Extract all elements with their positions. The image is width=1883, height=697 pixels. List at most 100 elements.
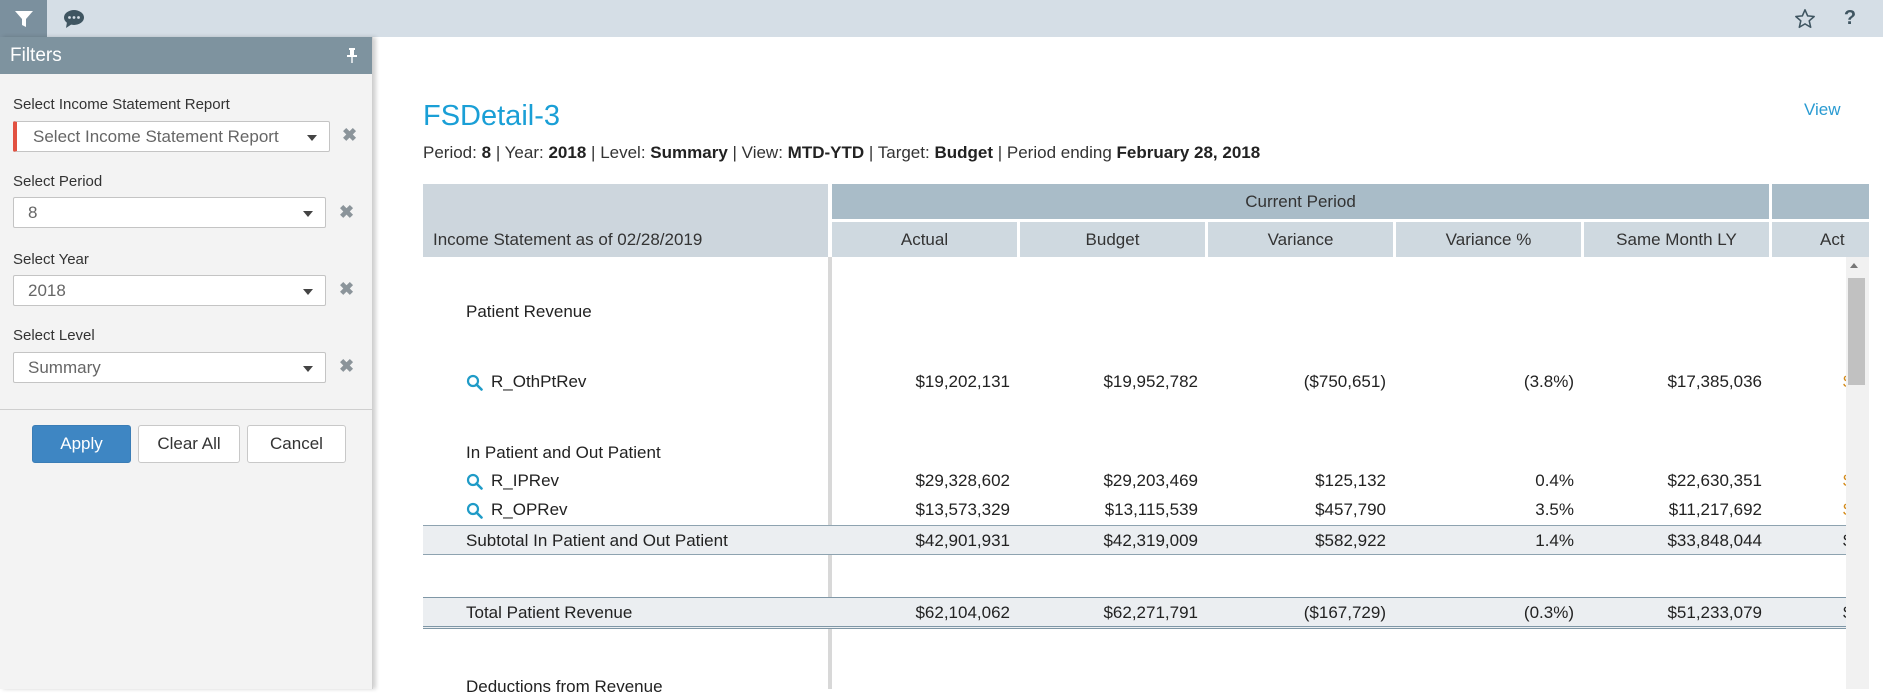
separator: | <box>868 143 874 162</box>
cell-variance-pct: 1.4% <box>1535 531 1574 550</box>
period-label: Select Period <box>13 173 103 190</box>
filters-panel: Filters Select Income Statement Report S… <box>0 37 373 689</box>
period-ending-value: February 28, 2018 <box>1116 143 1261 162</box>
filter-tab[interactable] <box>0 0 47 37</box>
level-select[interactable]: Summary <box>13 352 326 383</box>
report-subtitle: Period: 8 | Year: 2018 | Level: Summary … <box>423 143 1260 163</box>
cell-budget: $62,271,791 <box>1103 603 1198 622</box>
cancel-button[interactable]: Cancel <box>247 425 346 463</box>
current-period-header: Current Period <box>832 184 1769 219</box>
cell-variance-pct: 0.4% <box>1535 471 1574 490</box>
row-label: Total Patient Revenue <box>466 603 633 622</box>
section-patient-revenue: Patient Revenue <box>466 302 592 321</box>
period-caption: Period: <box>423 143 477 162</box>
cell-same-month-ly: $51,233,079 <box>1667 603 1762 622</box>
cell-variance: $582,922 <box>1315 531 1386 550</box>
target-value: Budget <box>934 143 993 162</box>
clear-period-icon[interactable]: ✖ <box>339 202 355 222</box>
clear-income-statement-icon[interactable]: ✖ <box>342 125 358 145</box>
target-caption: Target: <box>877 143 930 162</box>
income-statement-select[interactable]: Select Income Statement Report <box>13 121 330 152</box>
year-label: Select Year <box>13 251 89 268</box>
cell-budget: $29,203,469 <box>1103 471 1198 490</box>
chat-icon <box>63 9 84 28</box>
year-value: 2018 <box>548 143 587 162</box>
column-divider <box>828 257 832 689</box>
cell-actual: $62,104,062 <box>915 603 1010 622</box>
scrollbar-thumb[interactable] <box>1848 278 1865 385</box>
help-button[interactable]: ? <box>1830 0 1870 37</box>
row-label: R_OthPtRev <box>491 372 587 391</box>
cell-truncated: $ <box>1843 603 1846 623</box>
clear-all-button[interactable]: Clear All <box>138 425 240 463</box>
total-row: Total Patient Revenue $62,104,062 $62,27… <box>423 597 1846 629</box>
view-link[interactable]: View <box>1804 100 1841 119</box>
cell-truncated: $ <box>1843 500 1846 520</box>
period-select-value: 8 <box>28 202 38 222</box>
cell-variance-pct: 3.5% <box>1535 500 1574 519</box>
cell-variance: $457,790 <box>1315 500 1386 519</box>
subtotal-row: Subtotal In Patient and Out Patient $42,… <box>423 525 1846 555</box>
filters-header: Filters <box>0 37 372 74</box>
level-value: Summary <box>650 143 728 162</box>
separator: | <box>997 143 1003 162</box>
clear-year-icon[interactable]: ✖ <box>339 279 355 299</box>
column-header-actual[interactable]: Actual <box>832 222 1017 257</box>
view-value: MTD-YTD <box>787 143 865 162</box>
chevron-down-icon <box>303 366 313 372</box>
level-select-value: Summary <box>28 357 101 377</box>
cell-same-month-ly: $22,630,351 <box>1667 471 1762 490</box>
year-caption: Year: <box>504 143 544 162</box>
filters-title: Filters <box>10 44 62 66</box>
cell-same-month-ly: $11,217,692 <box>1668 500 1762 519</box>
column-header-same-month-ly[interactable]: Same Month LY <box>1584 222 1769 257</box>
year-select-value: 2018 <box>28 280 66 300</box>
chevron-down-icon <box>303 289 313 295</box>
period-select[interactable]: 8 <box>13 197 326 228</box>
cell-variance: ($750,651) <box>1303 372 1386 391</box>
cell-same-month-ly: $33,848,044 <box>1667 531 1762 550</box>
column-header-actual-partial[interactable]: Act <box>1772 222 1869 257</box>
row-header: Income Statement as of 02/28/2019 <box>423 184 828 257</box>
column-header-budget[interactable]: Budget <box>1020 222 1205 257</box>
period-value: 8 <box>481 143 492 162</box>
cell-budget: $13,115,539 <box>1104 500 1198 519</box>
chevron-down-icon <box>307 135 317 141</box>
column-header-variance[interactable]: Variance <box>1208 222 1393 257</box>
cell-truncated: $ <box>1843 372 1846 392</box>
cell-variance: $125,132 <box>1315 471 1386 490</box>
separator: | <box>732 143 737 162</box>
row-label: R_OPRev <box>491 500 568 519</box>
separator: | <box>495 143 501 162</box>
next-period-header <box>1772 184 1869 219</box>
cell-actual: $29,328,602 <box>915 471 1010 490</box>
apply-button[interactable]: Apply <box>32 425 131 463</box>
cell-truncated: $ <box>1843 531 1846 551</box>
row-label: Subtotal In Patient and Out Patient <box>466 531 728 550</box>
scroll-up-arrow-icon[interactable] <box>1850 263 1858 268</box>
cell-budget: $42,319,009 <box>1103 531 1198 550</box>
level-caption: Level: <box>600 143 646 162</box>
help-icon: ? <box>1843 7 1857 29</box>
search-icon[interactable] <box>466 374 483 391</box>
star-icon <box>1795 8 1815 28</box>
column-header-variance-pct[interactable]: Variance % <box>1396 222 1581 257</box>
cell-truncated: $ <box>1843 471 1846 491</box>
cell-same-month-ly: $17,385,036 <box>1667 372 1762 391</box>
income-statement-select-value: Select Income Statement Report <box>33 126 279 146</box>
year-select[interactable]: 2018 <box>13 275 326 306</box>
cell-variance-pct: (3.8%) <box>1523 372 1574 391</box>
pin-icon[interactable] <box>346 48 358 63</box>
view-caption: View: <box>741 143 783 162</box>
search-icon[interactable] <box>466 473 483 490</box>
filter-icon <box>14 10 33 27</box>
search-icon[interactable] <box>466 502 483 519</box>
filters-divider <box>0 409 373 410</box>
clear-level-icon[interactable]: ✖ <box>339 356 355 376</box>
top-toolbar: ? <box>0 0 1883 37</box>
favorite-button[interactable] <box>1785 0 1825 37</box>
separator: | <box>591 143 596 162</box>
cell-budget: $19,952,782 <box>1103 372 1198 391</box>
level-label: Select Level <box>13 327 95 344</box>
comments-tab[interactable] <box>50 0 97 37</box>
